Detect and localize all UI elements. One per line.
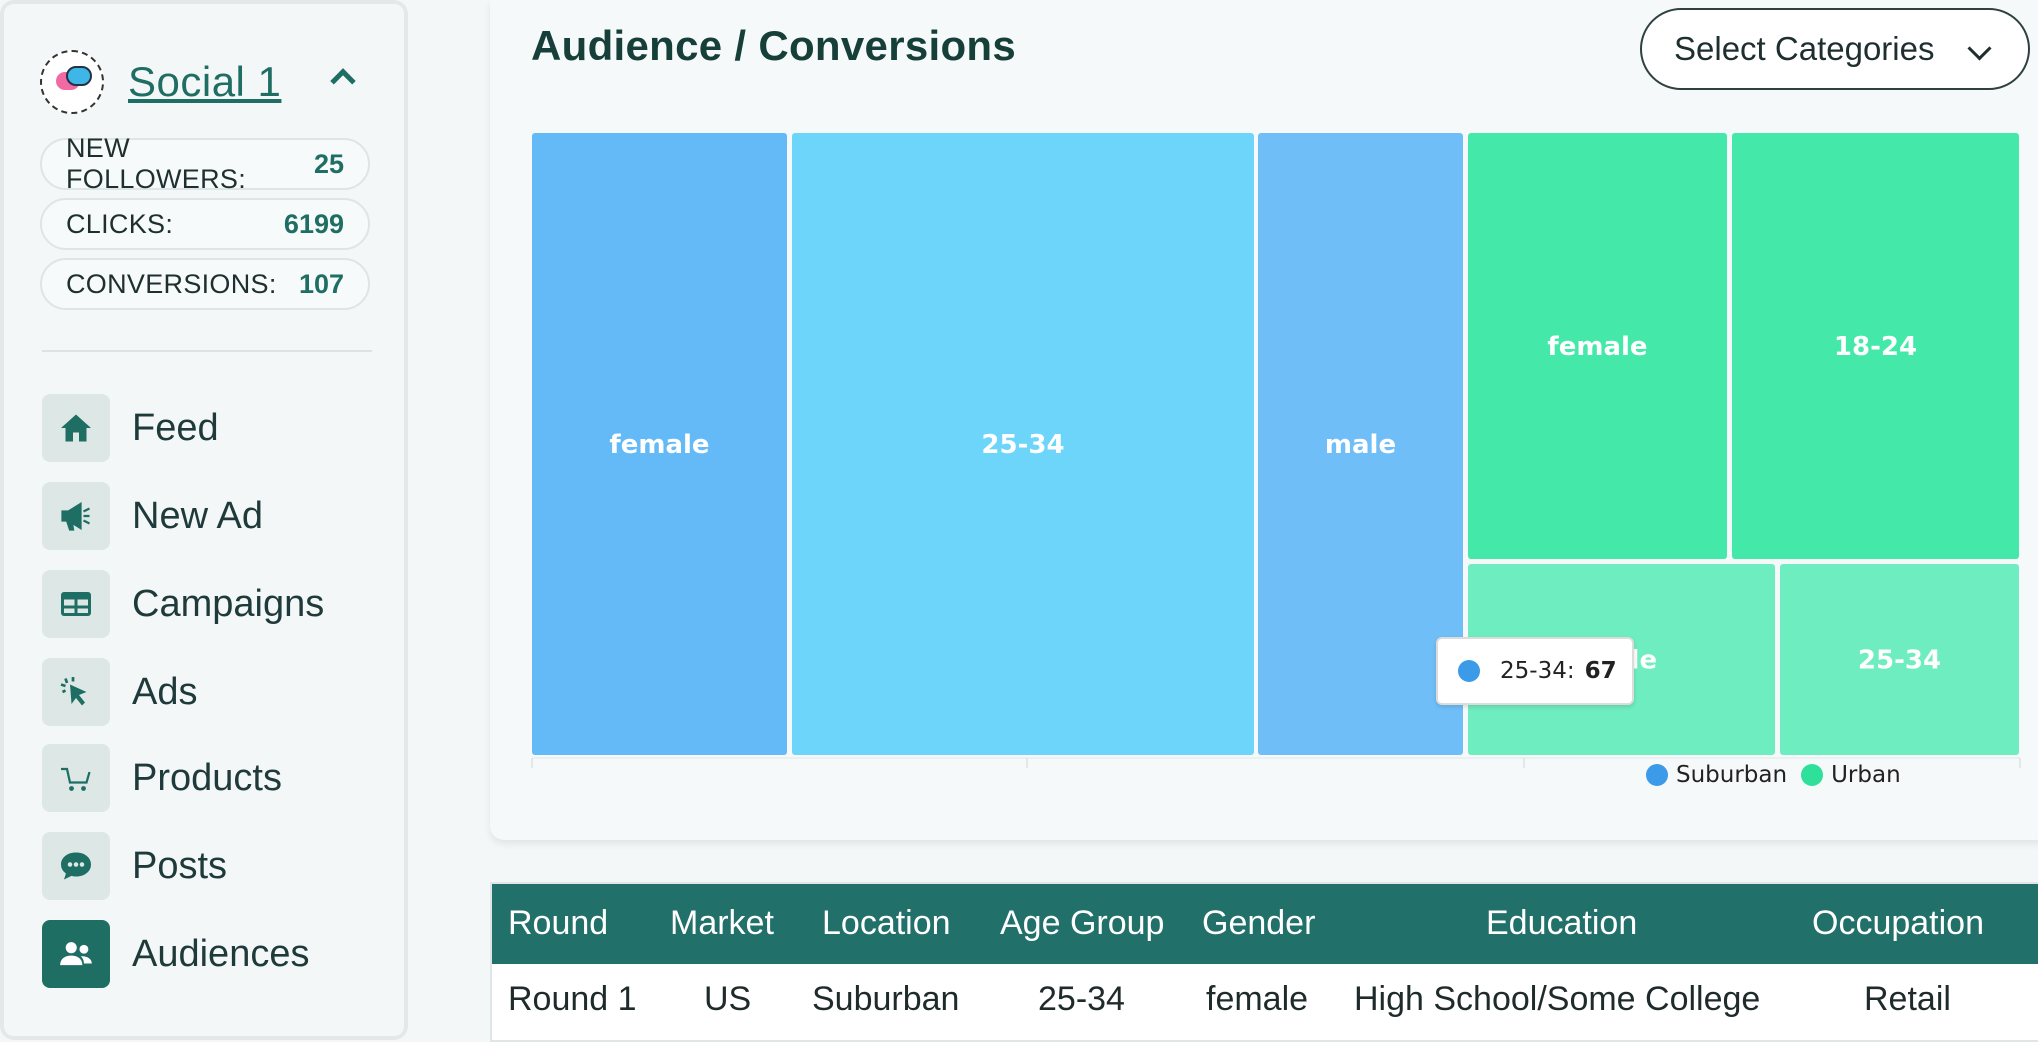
stat-label: NEW FOLLOWERS:: [66, 133, 247, 194]
select-categories-dropdown[interactable]: Select Categories: [1640, 8, 2030, 90]
account-header[interactable]: Social 1: [40, 50, 281, 114]
chart-legend: Suburban Urban: [1646, 762, 1915, 788]
stat-conversions: CONVERSIONS: 107: [40, 258, 370, 310]
sidebar: Social 1 NEW FOLLOWERS: 25 CLICKS: 6199 …: [0, 0, 408, 1040]
sidebar-item-label: Products: [132, 756, 282, 799]
account-logo-icon: [40, 50, 104, 114]
treemap-cell-urban-18-24[interactable]: [1732, 133, 2019, 559]
sidebar-item-new-ad[interactable]: New Ad: [42, 482, 263, 550]
treemap-cell-urban-25-34[interactable]: [1780, 564, 2019, 755]
legend-dot: [1646, 764, 1668, 786]
tooltip-label: 25-34:: [1500, 658, 1575, 684]
legend-label: Suburban: [1676, 762, 1788, 788]
stat-value: 107: [298, 268, 344, 299]
treemap-cell-label: 25-34: [981, 430, 1064, 460]
sidebar-item-label: Posts: [132, 844, 228, 887]
column-header-location[interactable]: Location: [822, 904, 951, 942]
megaphone-icon: [42, 482, 110, 550]
legend-label: Urban: [1831, 762, 1901, 788]
column-header-age-group[interactable]: Age Group: [1000, 904, 1165, 942]
cell-education: High School/Some College: [1354, 980, 1761, 1018]
audience-table: Round Market Location Age Group Gender E…: [490, 882, 2038, 1042]
column-header-market[interactable]: Market: [670, 904, 774, 942]
treemap-cell-suburban-25-34[interactable]: [792, 133, 1254, 755]
sidebar-item-label: Feed: [132, 406, 219, 449]
stat-label: CONVERSIONS:: [66, 268, 277, 299]
sidebar-item-ads[interactable]: Ads: [42, 658, 197, 726]
tooltip-value: 67: [1584, 658, 1617, 684]
chart-tooltip: 25-34: 67: [1436, 637, 1634, 705]
sidebar-item-posts[interactable]: Posts: [42, 832, 227, 900]
cell-age-group: 25-34: [1038, 980, 1125, 1018]
select-categories-label: Select Categories: [1674, 30, 1935, 67]
page-title: Audience / Conversions: [531, 22, 1017, 69]
users-icon: [42, 920, 110, 988]
treemap-cell-label: female: [1547, 332, 1647, 362]
stat-value: 25: [313, 148, 344, 179]
treemap-cell-suburban-male[interactable]: [1258, 133, 1463, 755]
chevron-down-icon: [1967, 36, 1992, 61]
table-header-row: Round Market Location Age Group Gender E…: [492, 884, 2038, 964]
stat-value: 6199: [283, 208, 344, 239]
sidebar-item-feed[interactable]: Feed: [42, 394, 219, 462]
legend-dot: [1801, 764, 1824, 786]
sidebar-divider: [42, 350, 372, 352]
account-name-link[interactable]: Social 1: [128, 58, 282, 105]
column-header-education[interactable]: Education: [1486, 904, 1638, 942]
treemap-cell-label: male: [1325, 430, 1396, 460]
cell-gender: female: [1206, 980, 1309, 1018]
sidebar-item-label: Audiences: [132, 932, 310, 975]
stat-new-followers: NEW FOLLOWERS: 25: [40, 133, 370, 194]
cell-occupation: Retail: [1864, 980, 1951, 1018]
cell-market: US: [704, 980, 752, 1018]
column-header-occupation[interactable]: Occupation: [1812, 904, 1984, 942]
tooltip-series-dot: [1458, 660, 1480, 682]
cell-round: Round 1: [508, 980, 637, 1018]
table-icon: [42, 570, 110, 638]
chat-bubble-icon: [42, 832, 110, 900]
home-icon: [42, 394, 110, 462]
treemap-cell-label: 18-24: [1834, 332, 1917, 362]
sidebar-item-campaigns[interactable]: Campaigns: [42, 570, 324, 638]
treemap-cell-label: female: [609, 430, 709, 460]
chevron-up-icon[interactable]: [330, 68, 356, 94]
treemap-cell-suburban-female[interactable]: [532, 133, 787, 755]
sidebar-item-audiences[interactable]: Audiences: [42, 920, 309, 988]
sidebar-item-label: New Ad: [132, 494, 263, 537]
treemap-cell-urban-female[interactable]: [1468, 133, 1727, 559]
cell-location: Suburban: [812, 980, 960, 1018]
sidebar-item-products[interactable]: Products: [42, 744, 282, 812]
sidebar-item-label: Ads: [132, 670, 198, 713]
cursor-click-icon: [42, 658, 110, 726]
legend-item-urban[interactable]: Urban: [1801, 762, 1901, 788]
legend-item-suburban[interactable]: Suburban: [1646, 762, 1787, 788]
treemap-cell-label: 25-34: [1858, 646, 1941, 676]
cart-icon: [42, 744, 110, 812]
stat-label: CLICKS:: [66, 208, 174, 239]
column-header-round[interactable]: Round: [508, 904, 609, 942]
stat-clicks: CLICKS: 6199: [40, 198, 370, 250]
sidebar-item-label: Campaigns: [132, 582, 325, 625]
column-header-gender[interactable]: Gender: [1202, 904, 1316, 942]
